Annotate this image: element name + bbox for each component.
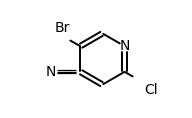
Text: Br: Br: [55, 21, 70, 35]
Text: N: N: [119, 39, 130, 53]
Text: Cl: Cl: [144, 83, 157, 97]
Text: N: N: [46, 65, 56, 79]
